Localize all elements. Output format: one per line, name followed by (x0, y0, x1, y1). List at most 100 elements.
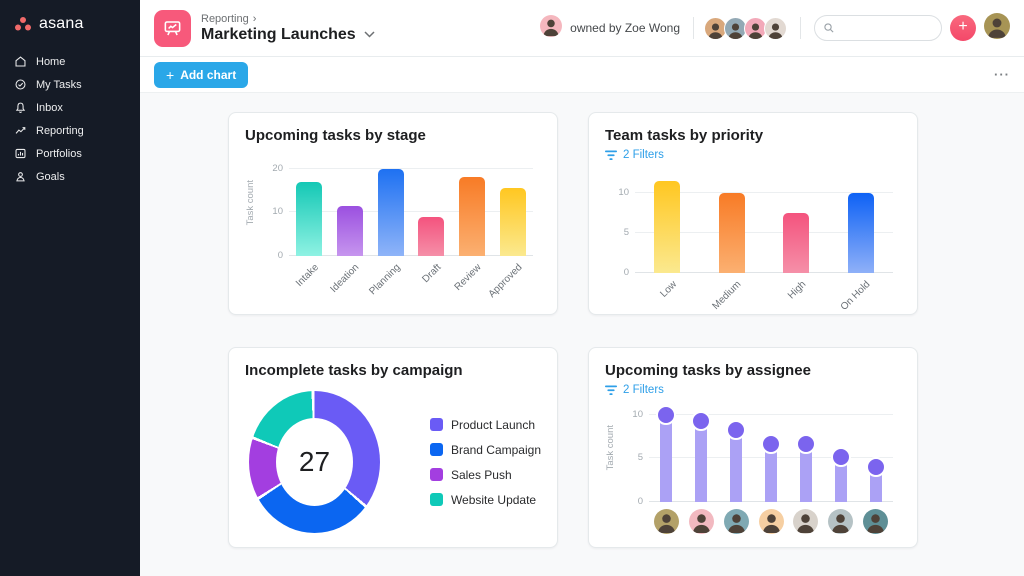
sidebar-item-goals[interactable]: Goals (0, 165, 140, 188)
member-avatar-4[interactable] (764, 16, 787, 40)
person-photo (543, 19, 559, 36)
member-avatar-group (704, 16, 787, 40)
assignee-cell (719, 509, 754, 534)
x-tick-label-draft: Draft (420, 262, 444, 286)
divider (693, 17, 694, 39)
bar-medium[interactable] (718, 193, 745, 273)
card-incomplete-tasks-by-campaign: Incomplete tasks by campaign 27 Product … (228, 347, 558, 548)
filters-button[interactable]: 2 Filters (605, 149, 664, 161)
portfolio-icon (15, 148, 26, 159)
lollipop-stem-6[interactable] (834, 457, 847, 502)
sidebar-item-label: Home (36, 55, 66, 68)
donut-chart-incomplete-tasks: 27 Product Launch Brand Campaign Sales Pus… (245, 391, 541, 533)
plot-area: 0 10 20 (272, 160, 533, 261)
lollipop-dot-2[interactable] (691, 410, 712, 431)
bar-slot (764, 173, 829, 273)
assignee-cell (823, 509, 858, 534)
sidebar-item-label: Portfolios (36, 147, 82, 160)
chart-title: Upcoming tasks by assignee (605, 362, 811, 379)
bar-planning[interactable] (377, 168, 404, 256)
bar-draft[interactable] (418, 216, 445, 256)
user-avatar[interactable] (984, 12, 1010, 44)
x-tick-label-on-hold: On Hold (838, 279, 873, 313)
lollipop-dot-3[interactable] (726, 420, 747, 441)
legend-label: Sales Push (450, 467, 512, 482)
lollipop-stem-3[interactable] (730, 430, 743, 502)
legend-swatch (429, 418, 443, 431)
filters-button[interactable]: 2 Filters (605, 384, 664, 396)
bar-high[interactable] (783, 213, 810, 273)
sidebar-item-portfolios[interactable]: Portfolios (0, 142, 140, 165)
assignee-cell (858, 509, 893, 534)
y-tick-label: 10 (272, 206, 283, 218)
bar-slot (719, 404, 754, 502)
y-tick-label: 0 (277, 250, 283, 261)
search-input[interactable] (840, 22, 930, 34)
person-photo (692, 514, 711, 533)
person-photo (831, 514, 850, 533)
bar-low[interactable] (654, 181, 681, 273)
filter-icon (605, 150, 617, 160)
chart-title: Incomplete tasks by campaign (245, 362, 463, 379)
assignee-avatar-7 (863, 509, 889, 534)
lollipop-stem-5[interactable] (799, 444, 812, 502)
card-upcoming-tasks-by-assignee: Upcoming tasks by assignee 2 Filters Tas… (588, 347, 918, 548)
bar-ideation[interactable] (337, 205, 363, 256)
sidebar-nav: Home My Tasks Inbox Reporting Portfolios… (0, 50, 140, 188)
bar-slot (492, 160, 533, 256)
x-axis-labels: Low Medium High On Hold (635, 273, 893, 314)
lollipop-dot-1[interactable] (656, 404, 677, 425)
sidebar-item-inbox[interactable]: Inbox (0, 96, 140, 119)
person-icon (16, 172, 25, 182)
x-tick-label-planning: Planning (367, 262, 403, 298)
card-team-tasks-by-priority: Team tasks by priority 2 Filters 0 5 10 Low… (588, 112, 918, 315)
bar-slot (788, 404, 823, 502)
chevron-down-icon[interactable] (364, 31, 375, 38)
person-photo (866, 514, 885, 533)
bar-on-hold[interactable] (847, 193, 874, 273)
sidebar-item-reporting[interactable]: Reporting (0, 119, 140, 142)
lollipop-dot-5[interactable] (795, 434, 816, 455)
add-chart-button[interactable]: + Add chart (154, 61, 249, 88)
owner-avatar[interactable] (540, 14, 563, 42)
lollipop-stem-2[interactable] (695, 420, 708, 502)
sidebar-item-home[interactable]: Home (0, 50, 140, 73)
search-box[interactable] (814, 15, 942, 41)
person-photo (748, 22, 763, 39)
legend-label: Website Update (450, 492, 537, 507)
bar-approved[interactable] (499, 188, 526, 256)
sidebar-item-label: Goals (36, 170, 65, 183)
lollipop-stem-4[interactable] (765, 444, 777, 502)
bar-intake[interactable] (296, 181, 323, 256)
bars (635, 173, 893, 273)
bar-review[interactable] (459, 177, 486, 256)
person-photo (728, 22, 743, 39)
member-avatar-3[interactable] (744, 16, 767, 40)
member-avatar-1[interactable] (704, 16, 727, 40)
assignee-avatar-6 (828, 509, 854, 534)
more-options-button[interactable]: ··· (994, 67, 1010, 82)
bar-chart-team-tasks-by-priority: 0 5 10 Low Medium High On Hold (605, 173, 901, 314)
donut-total: 27 (276, 418, 353, 506)
donut-ring[interactable]: 27 (249, 391, 380, 533)
lollipop-stem-1[interactable] (660, 414, 673, 502)
breadcrumb-reporting-link[interactable]: Reporting (201, 12, 249, 25)
title-block: Reporting › Marketing Launches (201, 13, 375, 44)
y-tick-label: 5 (637, 452, 643, 464)
presentation-chart-icon (164, 20, 181, 35)
assignee-avatar-row (649, 509, 893, 534)
dashboard-content: Upcoming tasks by stage Task count 0 10 20 I… (140, 94, 1024, 576)
lollipop-dot-7[interactable] (865, 457, 886, 477)
lollipop-dot-6[interactable] (830, 447, 851, 468)
legend-label: Brand Campaign (450, 442, 541, 457)
gridline (635, 232, 893, 233)
lollipop-dot-4[interactable] (761, 434, 781, 455)
quick-add-button[interactable]: + (950, 15, 976, 41)
plus-icon: + (166, 66, 175, 83)
x-tick-label-low: Low (658, 279, 680, 300)
bar-chart-upcoming-tasks-by-stage: Task count 0 10 20 Intake Ideation Planning Dra… (245, 160, 541, 304)
sidebar-item-my-tasks[interactable]: My Tasks (0, 73, 140, 96)
asana-logo[interactable]: asana (0, 0, 140, 50)
member-avatar-2[interactable] (724, 16, 747, 40)
plot-area: 0 5 10 (632, 404, 893, 507)
